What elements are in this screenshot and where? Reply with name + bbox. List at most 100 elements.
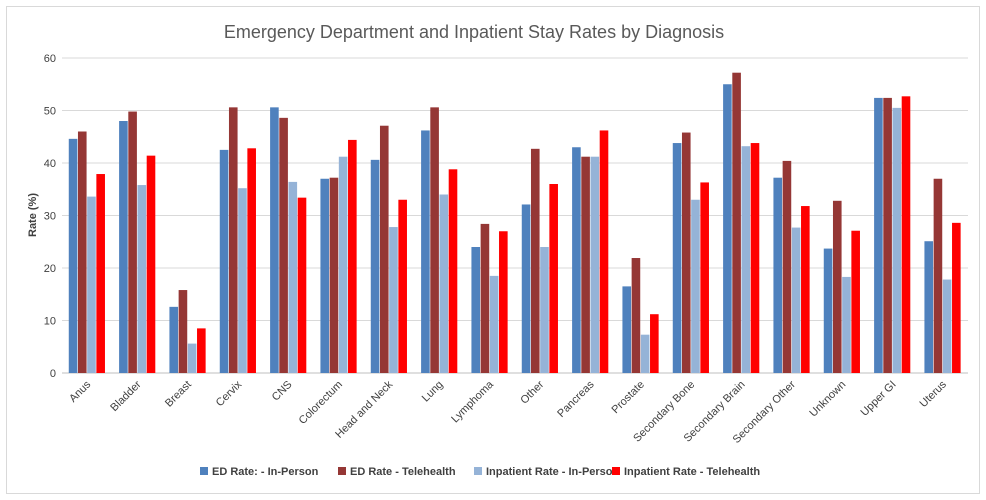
x-tick-label: Unknown xyxy=(807,379,848,420)
bar-2 xyxy=(883,97,892,374)
bar-3 xyxy=(439,194,449,373)
legend-swatch xyxy=(474,467,482,475)
bar-4 xyxy=(599,130,609,373)
bar-4 xyxy=(901,96,911,373)
y-tick-label: 40 xyxy=(44,158,56,170)
x-tick-label: Breast xyxy=(163,379,194,410)
bar-3 xyxy=(540,247,549,373)
bar-4 xyxy=(398,199,407,373)
y-tick-label: 60 xyxy=(44,53,56,65)
bar-4 xyxy=(146,155,156,373)
bar-4 xyxy=(499,231,508,373)
bar-4 xyxy=(247,148,256,373)
bar-2 xyxy=(530,148,540,373)
legend-label: ED Rate: - In-Person xyxy=(212,466,319,478)
bar-1 xyxy=(471,247,481,373)
legend: ED Rate: - In-Person ED Rate - Telehealth… xyxy=(200,466,760,478)
bars xyxy=(68,72,961,374)
bar-2 xyxy=(430,107,439,373)
bar-1 xyxy=(521,204,531,373)
x-tick-label: Other xyxy=(518,378,546,406)
chart-title: Emergency Department and Inpatient Stay … xyxy=(224,22,724,42)
bar-4 xyxy=(750,143,760,373)
bar-3 xyxy=(791,227,801,373)
bar-2 xyxy=(228,107,238,373)
bar-2 xyxy=(933,178,943,373)
x-tick-label: Bladder xyxy=(108,378,144,414)
bar-2 xyxy=(681,132,691,373)
bar-4 xyxy=(952,222,961,373)
bar-4 xyxy=(297,197,307,373)
bar-3 xyxy=(590,156,600,373)
y-axis-ticks: 0 10 20 30 40 50 60 xyxy=(44,53,56,380)
bar-1 xyxy=(672,143,682,373)
bar-4 xyxy=(96,174,105,373)
x-tick-label: Cervix xyxy=(214,378,245,409)
bar-3 xyxy=(338,156,348,373)
bar-4 xyxy=(851,230,860,373)
bar-2 xyxy=(128,111,137,374)
chart-frame xyxy=(6,6,980,494)
bar-2 xyxy=(329,177,339,373)
bar-2 xyxy=(782,160,792,373)
x-tick-label: Lymphoma xyxy=(449,378,496,425)
bar-3 xyxy=(137,185,147,373)
y-tick-label: 50 xyxy=(44,106,56,118)
bar-2 xyxy=(77,131,87,373)
bar-2 xyxy=(178,290,188,373)
bar-1 xyxy=(68,138,78,373)
bar-2 xyxy=(631,258,641,373)
bar-3 xyxy=(288,181,298,373)
bar-4 xyxy=(549,184,558,373)
y-tick-label: 20 xyxy=(44,263,56,275)
bar-2 xyxy=(732,72,741,373)
bar-3 xyxy=(238,188,247,373)
y-tick-label: 30 xyxy=(44,211,56,223)
bar-1 xyxy=(622,286,632,374)
bar-4 xyxy=(650,314,659,373)
bar-1 xyxy=(421,130,430,373)
bar-3 xyxy=(741,146,751,373)
gridlines xyxy=(62,57,968,374)
bar-1 xyxy=(370,159,380,373)
y-tick-label: 10 xyxy=(44,316,56,328)
x-tick-label: Uterus xyxy=(918,378,950,410)
x-tick-label: Anus xyxy=(67,378,94,405)
bar-4 xyxy=(348,139,357,373)
bar-1 xyxy=(219,149,229,374)
bar-1 xyxy=(823,248,833,373)
bar-3 xyxy=(187,343,197,373)
bar-2 xyxy=(379,125,389,373)
x-axis-categories: Anus Bladder Breast Cervix CNS ColorectumHead… xyxy=(67,378,949,446)
bar-1 xyxy=(773,177,783,373)
bar-1 xyxy=(572,147,581,373)
x-tick-label: Lung xyxy=(420,379,446,405)
bar-3 xyxy=(489,275,499,374)
bar-3 xyxy=(892,107,902,374)
y-axis-label: Rate (%) xyxy=(27,193,39,237)
bar-4 xyxy=(700,182,709,373)
bar-2 xyxy=(832,200,842,373)
bar-2 xyxy=(279,117,288,373)
bar-1 xyxy=(874,97,883,374)
x-tick-label: Colorectum xyxy=(297,379,345,427)
bar-1 xyxy=(119,121,128,373)
bar-3 xyxy=(640,334,650,373)
y-tick-label: 0 xyxy=(50,368,56,380)
bar-1 xyxy=(723,84,732,373)
bar-4 xyxy=(801,206,810,373)
bar-1 xyxy=(320,178,330,373)
bar-1 xyxy=(270,107,279,373)
bar-1 xyxy=(169,306,179,373)
x-tick-label: Upper GI xyxy=(859,379,899,419)
bar-2 xyxy=(480,223,490,373)
bar-3 xyxy=(942,279,952,373)
bar-4 xyxy=(448,169,458,373)
x-tick-label: Prostate xyxy=(609,379,646,416)
legend-swatch xyxy=(338,467,346,475)
legend-swatch xyxy=(612,467,620,475)
bar-4 xyxy=(197,328,206,374)
x-tick-label: CNS xyxy=(270,379,295,404)
bar-3 xyxy=(691,199,700,373)
